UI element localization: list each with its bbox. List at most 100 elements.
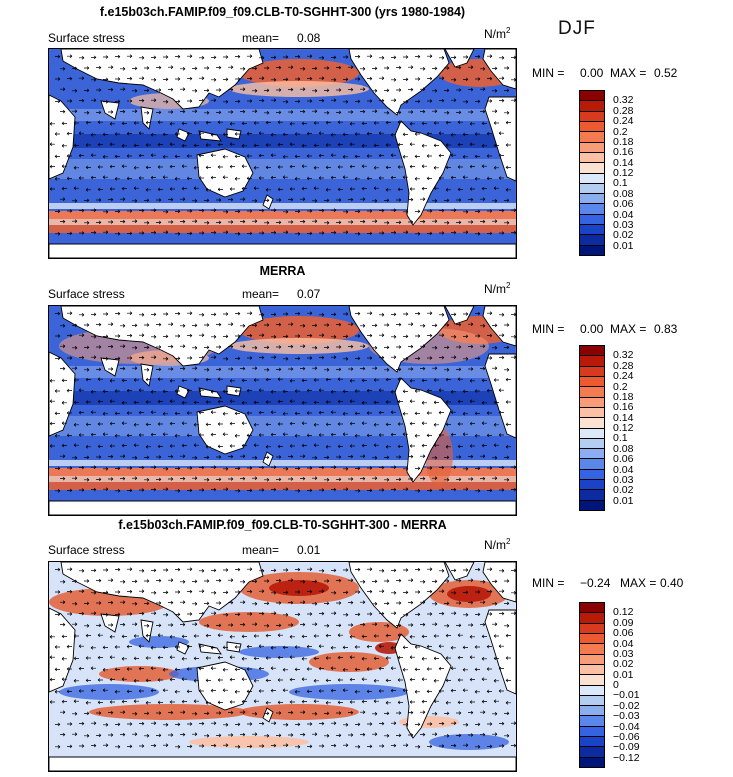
colorbar-swatch	[580, 695, 604, 707]
colorbar-swatch	[580, 376, 604, 388]
max-label: MAX =	[610, 322, 647, 336]
colorbar-swatch	[580, 356, 604, 367]
min-label: MIN =	[532, 322, 565, 336]
colorbar-swatch	[580, 664, 604, 676]
colorbar-swatch	[580, 183, 604, 195]
mean-label: mean=	[242, 287, 280, 301]
colorbar-swatch	[580, 706, 604, 717]
colorbar-tick-label: 0.18	[613, 135, 634, 148]
colorbar-swatch	[580, 204, 604, 215]
colorbar-tick-label: 0.2	[613, 125, 628, 138]
colorbar-swatch	[580, 121, 604, 133]
colorbar-tick-label: 0.12	[613, 167, 634, 179]
colorbar	[579, 90, 605, 256]
colorbar-swatch	[580, 716, 604, 727]
map-canvas	[49, 562, 516, 771]
panel-title: f.e15b03ch.FAMIP.f09_f09.CLB-T0-SGHHT-30…	[99, 5, 466, 19]
mean-value: 0.08	[297, 31, 321, 45]
unit-label: N/m2	[484, 537, 511, 552]
colorbar-tick-label: 0.32	[613, 94, 634, 107]
min-label: MIN =	[532, 576, 565, 590]
colorbar-swatch	[580, 469, 604, 481]
colorbar-tick-label: −0.02	[613, 699, 640, 712]
colorbar-tick-label: 0.02	[613, 658, 634, 671]
colorbar-labels: 0.32 0.28 0.24 0.2 0.18 0.16 0.14 0.12 0.1 0.08 0.…	[613, 345, 663, 511]
colorbar-swatch	[580, 91, 604, 102]
colorbar-swatch	[580, 225, 604, 236]
colorbar-swatch	[580, 101, 604, 112]
colorbar-swatch	[580, 747, 604, 758]
colorbar-labels: 0.12 0.09 0.06 0.04 0.03 0.02 0.01 0 −0.01 −0.02−…	[613, 602, 663, 768]
colorbar-tick-label: 0.16	[613, 146, 634, 159]
colorbar-tick-label: 0.01	[613, 668, 634, 681]
colorbar-tick-label: 0.14	[613, 156, 634, 169]
colorbar-tick-label: 0.01	[613, 239, 634, 252]
colorbar-tick-label: −0.03	[613, 710, 640, 723]
min-value: −0.24	[580, 576, 611, 590]
colorbar-tick-label: 0.12	[613, 606, 634, 619]
colorbar-swatch	[580, 142, 604, 153]
colorbar-tick-label: 0.02	[613, 229, 634, 242]
colorbar-tick-label: 0.1	[613, 177, 628, 190]
mean-value: 0.07	[297, 287, 321, 301]
max-value: 0.52	[654, 66, 678, 80]
colorbar-swatch	[580, 490, 604, 501]
colorbar-tick-label: −0.12	[613, 751, 640, 764]
season-label: DJF	[558, 18, 596, 39]
max-label: MAX =	[610, 66, 647, 80]
mean-label: mean=	[242, 543, 280, 557]
colorbar-tick-label: −0.06	[613, 730, 640, 743]
colorbar-swatch	[580, 459, 604, 470]
colorbar-tick-label: 0.08	[613, 187, 634, 200]
colorbar-tick-label: 0.09	[613, 616, 634, 629]
colorbar-tick-label: 0.24	[613, 115, 634, 128]
map-merra	[48, 305, 517, 516]
colorbar-tick-label: 0.28	[613, 104, 634, 117]
colorbar-labels: 0.32 0.28 0.24 0.2 0.18 0.16 0.14 0.12 0.1 0.08 0.…	[613, 90, 663, 256]
colorbar-tick-label: 0.2	[613, 380, 628, 393]
colorbar-swatch	[580, 245, 604, 255]
colorbar-tick-label: 0.14	[613, 411, 634, 424]
max-value: 0.83	[654, 322, 678, 336]
colorbar-swatch	[580, 438, 604, 450]
colorbar-swatch	[580, 603, 604, 614]
max-label: MAX =	[620, 576, 657, 590]
colorbar	[579, 345, 605, 511]
colorbar-tick-label: 0.04	[613, 637, 634, 650]
min-value: 0.00	[580, 66, 604, 80]
colorbar-tick-label: −0.04	[613, 720, 640, 733]
colorbar-tick-label: 0.04	[613, 463, 634, 476]
colorbar	[579, 602, 605, 768]
colorbar-swatch	[580, 346, 604, 357]
colorbar-swatch	[580, 613, 604, 624]
colorbar-swatch	[580, 111, 604, 122]
colorbar-tick-label: 0.12	[613, 422, 634, 434]
colorbar-tick-label: 0.16	[613, 401, 634, 414]
colorbar-swatch	[580, 654, 604, 665]
colorbar-tick-label: 0.32	[613, 349, 634, 362]
colorbar-swatch	[580, 366, 604, 377]
field-label: Surface stress	[48, 543, 125, 557]
panel-title: f.e15b03ch.FAMIP.f09_f09.CLB-T0-SGHHT-30…	[118, 518, 447, 532]
colorbar-swatch	[580, 214, 604, 226]
colorbar-swatch	[580, 194, 604, 205]
colorbar-tick-label: 0.03	[613, 218, 634, 231]
mean-value: 0.01	[297, 543, 321, 557]
colorbar-swatch	[580, 173, 604, 184]
map-canvas	[49, 49, 516, 258]
colorbar-tick-label: −0.01	[613, 689, 640, 702]
colorbar-swatch	[580, 449, 604, 460]
colorbar-tick-label: 0.03	[613, 473, 634, 486]
field-label: Surface stress	[48, 287, 125, 301]
colorbar-tick-label: 0.18	[613, 390, 634, 403]
colorbar-swatch	[580, 397, 604, 408]
colorbar-swatch	[580, 675, 604, 686]
map-canvas	[49, 306, 516, 515]
colorbar-swatch	[580, 726, 604, 738]
min-value: 0.00	[580, 322, 604, 336]
colorbar-swatch	[580, 500, 604, 510]
min-label: MIN =	[532, 66, 565, 80]
panel-title: MERRA	[259, 264, 306, 278]
colorbar-swatch	[580, 152, 604, 164]
colorbar-swatch	[580, 633, 604, 645]
